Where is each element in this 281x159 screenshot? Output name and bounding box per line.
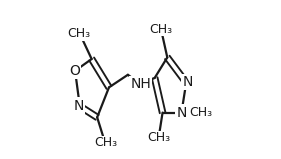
Text: CH₃: CH₃ — [147, 131, 170, 144]
Text: O: O — [69, 64, 80, 78]
Text: N: N — [176, 106, 187, 120]
Text: N: N — [182, 75, 193, 89]
Text: CH₃: CH₃ — [67, 27, 90, 40]
Text: N: N — [74, 99, 84, 113]
Text: CH₃: CH₃ — [94, 136, 117, 149]
Text: CH₃: CH₃ — [149, 23, 173, 36]
Text: NH: NH — [130, 77, 151, 91]
Text: CH₃: CH₃ — [189, 106, 212, 119]
